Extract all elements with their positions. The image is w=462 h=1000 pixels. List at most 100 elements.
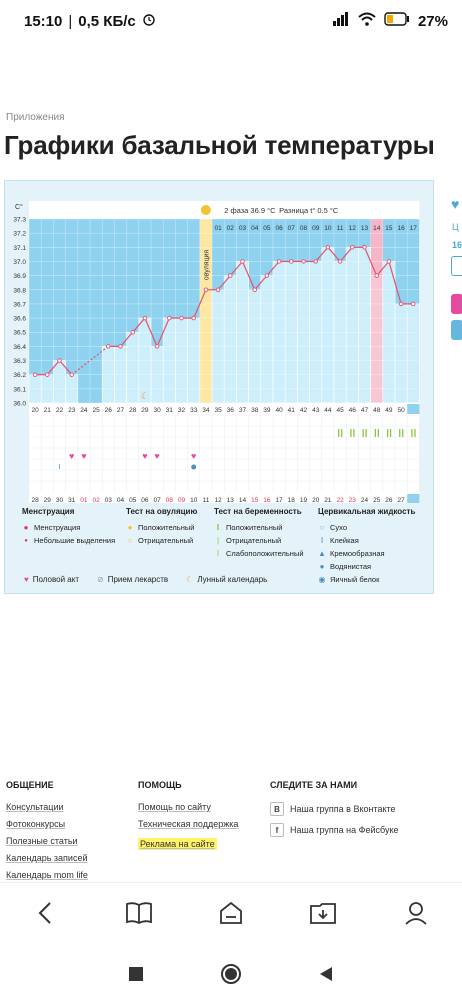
footer-link[interactable]: Техническая поддержка: [138, 819, 239, 829]
temp-bar: [126, 331, 140, 404]
cycle-day-label: 49: [385, 407, 393, 414]
cycle-day-label: 40: [275, 407, 283, 414]
sidebar-box[interactable]: [451, 256, 462, 276]
cycle-day-label: 42: [300, 407, 308, 414]
egg-white-icon: ◉: [318, 575, 326, 584]
date-label: 18: [288, 497, 296, 503]
cycle-day-label: 22: [56, 407, 64, 414]
heart-marker: ♥: [154, 451, 159, 461]
phase-day-label: 12: [349, 225, 357, 232]
back-triangle-icon[interactable]: [318, 966, 334, 982]
phase-day-label: 04: [251, 225, 259, 232]
temp-line-segment: [229, 261, 243, 277]
temp-bar: [345, 247, 359, 404]
home-circle-icon[interactable]: [220, 963, 242, 985]
phase-day-label: 07: [288, 225, 296, 232]
sidebar-partial: ♥ Ц 16: [437, 180, 462, 594]
back-button[interactable]: [26, 893, 66, 933]
cycle-day-label: 25: [92, 407, 100, 414]
phase-day-label: 02: [227, 225, 235, 232]
facebook-icon: f: [270, 823, 284, 837]
temp-point: [289, 259, 294, 264]
vk-link[interactable]: В Наша группа в Вконтакте: [270, 802, 399, 816]
date-label: 19: [300, 497, 308, 503]
site-footer: ОБЩЕНИЕ Консультации Фотоконкурсы Полезн…: [0, 780, 462, 880]
test-bar: [338, 429, 340, 437]
cycle-day-label: 39: [263, 407, 271, 414]
signal-icon: [332, 12, 350, 30]
cycle-day-label: 46: [349, 407, 357, 414]
double-bar-icon: ‖: [216, 523, 220, 532]
date-label: 01: [80, 497, 88, 503]
single-bar-icon: |: [216, 536, 220, 545]
recent-apps-icon[interactable]: [128, 966, 144, 982]
sidebar-blue-button[interactable]: [451, 320, 462, 340]
temp-point: [130, 329, 135, 335]
reader-button[interactable]: [119, 893, 159, 933]
y-tick-label: 37.3: [13, 217, 26, 224]
cycle-day-label: 48: [373, 407, 381, 414]
footer-link[interactable]: Помощь по сайту: [138, 802, 211, 812]
footer-link[interactable]: Консультации: [6, 802, 64, 812]
facebook-link[interactable]: f Наша группа на Фейсбуке: [270, 823, 399, 837]
legend-item: Менструация: [34, 523, 81, 532]
drop-icon: ●: [23, 523, 29, 532]
date-row: [29, 493, 420, 505]
y-tick-label: 37.1: [13, 245, 26, 252]
footer-link[interactable]: Фотоконкурсы: [6, 819, 66, 829]
cycle-day-label: 41: [288, 407, 296, 414]
y-tick-label: 36.5: [13, 330, 26, 337]
legend-menstruation: Менструация ● Менструация ● Небольшие выде…: [22, 507, 115, 547]
last-cycle-day-box: [407, 404, 420, 414]
status-bar: 15:10 | 0,5 КБ/с 27%: [24, 12, 448, 30]
alarm-icon: [142, 12, 156, 30]
footer-link-ads[interactable]: Реклама на сайте: [138, 838, 217, 850]
legend-item: Отрицательный: [226, 536, 282, 545]
cycle-day-label: 31: [166, 407, 174, 414]
temp-line-segment: [144, 317, 158, 347]
sidebar-text-1: Ц: [452, 222, 459, 232]
phase-info: 2 фаза 36.9 °C: [224, 206, 276, 215]
phase-day-label: 10: [324, 225, 332, 232]
home-button[interactable]: [211, 893, 251, 933]
temp-bar: [394, 303, 408, 404]
heart-icon[interactable]: ♥: [451, 196, 460, 212]
cycle-day-label: 45: [336, 407, 344, 414]
profile-button[interactable]: [396, 893, 436, 933]
temp-point: [398, 301, 404, 307]
legend-item: Положительный: [226, 523, 283, 532]
temp-point: [325, 245, 331, 250]
temp-point: [57, 358, 62, 363]
sticky-marker: Ⅰ: [58, 464, 60, 471]
pill-icon: ⊘: [96, 575, 104, 584]
ovulation-column: [199, 219, 212, 403]
footer-link[interactable]: Полезные статьи: [6, 836, 78, 846]
date-label: 28: [31, 497, 39, 503]
footer-link[interactable]: Календарь записей: [6, 853, 88, 863]
heart-icon: ♥: [24, 575, 29, 584]
heart-marker: ♥: [69, 451, 74, 461]
temp-point: [374, 273, 379, 278]
downloads-button[interactable]: [303, 893, 343, 933]
sticky-icon: Ⅰ: [320, 536, 324, 545]
breadcrumb[interactable]: Приложения: [6, 112, 65, 123]
y-tick-label: 37.0: [13, 259, 26, 266]
date-label: 08: [166, 497, 174, 503]
date-label: 05: [129, 497, 137, 503]
temp-line-segment: [266, 261, 280, 277]
watery-marker: [191, 464, 197, 470]
date-label: 10: [190, 497, 198, 503]
date-label: 02: [92, 497, 100, 503]
legend-head: Тест на беременность: [214, 507, 302, 516]
temp-point: [32, 372, 38, 377]
footer-link[interactable]: Календарь mom life: [6, 870, 88, 880]
legend-head: Цервикальная жидкость: [318, 507, 416, 516]
legend-lunar: ☾ Лунный календарь: [186, 575, 268, 584]
sidebar-pink-button[interactable]: [451, 294, 462, 314]
legend-ovulation-test: Тест на овуляцию ● Положительный ○ Отрицат…: [126, 507, 197, 547]
cycle-day-label: 38: [251, 407, 259, 414]
user-icon: [405, 902, 427, 925]
date-label: 20: [312, 497, 320, 503]
system-nav-bar: [0, 948, 462, 1000]
cycle-day-label: 26: [105, 407, 113, 414]
